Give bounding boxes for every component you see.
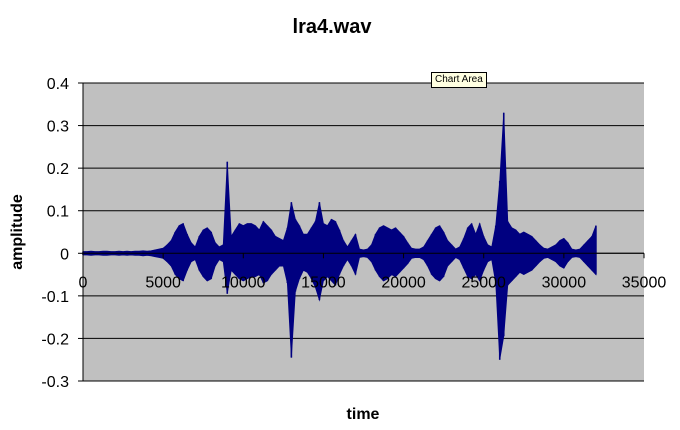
x-tick-label: 0 [79, 274, 88, 291]
x-tick-label: 35000 [622, 274, 667, 291]
y-tick-label: -0.2 [41, 331, 69, 348]
x-tick-label: 5000 [145, 274, 181, 291]
y-tick-label: 0.4 [47, 76, 69, 93]
y-tick-label: 0.2 [47, 161, 69, 178]
x-tick-label: 20000 [381, 274, 426, 291]
chart-title: lra4.wav [293, 16, 373, 38]
y-tick-label: -0.1 [41, 289, 69, 306]
plot-area [83, 83, 644, 381]
y-tick-label: -0.3 [41, 374, 69, 391]
y-tick-label: 0.1 [47, 204, 69, 221]
x-tick-label: 30000 [542, 274, 587, 291]
y-axis-title: amplitude [9, 194, 26, 270]
x-axis-title: time [347, 406, 380, 423]
y-tick-label: 0 [60, 246, 69, 263]
x-tick-label: 15000 [301, 274, 346, 291]
y-tick-label: 0.3 [47, 119, 69, 136]
chart-area-tooltip: Chart Area [431, 72, 487, 88]
x-tick-label: 10000 [221, 274, 266, 291]
x-tick-label: 25000 [461, 274, 506, 291]
